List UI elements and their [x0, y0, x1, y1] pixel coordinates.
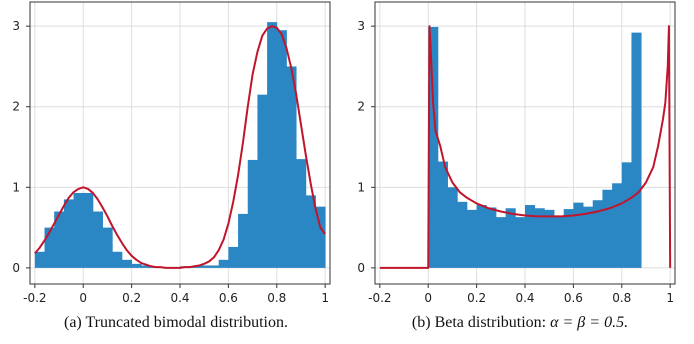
- histogram-bar: [505, 208, 516, 268]
- histogram-bar: [457, 201, 468, 268]
- x-tick-label: -0.2: [368, 291, 391, 305]
- x-tick-label: 0.8: [267, 291, 286, 305]
- histogram-bar: [495, 217, 507, 268]
- histogram-bar: [257, 94, 268, 268]
- x-tick-label: -0.2: [23, 291, 46, 305]
- chart-panel-a: -0.2 0 0.2 0.4 0.6 0.8 1 0 1 2 3: [12, 1, 331, 305]
- x-tick-label: 0.6: [564, 291, 583, 305]
- histogram-bar: [276, 30, 287, 268]
- histogram-bar: [544, 209, 555, 268]
- histogram-bar: [44, 227, 55, 268]
- histogram-bar: [267, 22, 278, 268]
- histogram-bar: [228, 246, 239, 268]
- y-tick-label: 0: [357, 261, 365, 275]
- histogram-bar: [592, 200, 603, 268]
- histogram-bar: [563, 209, 574, 268]
- y-tick-label: 3: [12, 19, 20, 33]
- density-curve: [379, 25, 672, 269]
- y-tick-label: 1: [12, 180, 20, 194]
- histogram-bar: [315, 206, 326, 268]
- y-tick-label: 3: [357, 19, 365, 33]
- histogram-bar: [515, 217, 526, 268]
- histogram-bar: [209, 265, 220, 268]
- histogram-bar: [437, 161, 448, 268]
- histogram-bar: [305, 195, 316, 268]
- histogram-bar: [286, 66, 297, 268]
- histogram-bar: [34, 251, 45, 268]
- histogram-bar: [476, 205, 487, 268]
- histogram-bar: [141, 265, 152, 268]
- histogram-bar: [554, 215, 565, 268]
- histogram-bar: [121, 259, 133, 268]
- x-tick-label: 0.4: [515, 291, 534, 305]
- x-tick-label: 0.4: [170, 291, 189, 305]
- histogram-bar: [583, 206, 594, 268]
- density-curve: [34, 25, 326, 269]
- histogram-bar: [428, 26, 439, 268]
- histogram-bar: [218, 259, 229, 268]
- histogram-bar: [92, 211, 103, 268]
- histogram-bar: [466, 209, 478, 268]
- caption-a: (a) Truncated bimodal distribution.: [64, 314, 288, 331]
- histogram-bar: [112, 251, 123, 268]
- histogram-bar: [199, 265, 210, 268]
- histogram-bar: [631, 32, 642, 268]
- y-tick-label: 1: [357, 180, 365, 194]
- histogram-bar: [612, 183, 623, 268]
- y-tick-label: 2: [12, 100, 20, 114]
- x-tick-label: 0: [79, 291, 87, 305]
- histogram-bar: [238, 213, 249, 268]
- histogram-bar: [573, 202, 584, 268]
- histogram-bar: [54, 211, 65, 268]
- x-tick-label: 0.2: [467, 291, 486, 305]
- histogram-bar: [534, 208, 545, 268]
- y-tick-label: 0: [12, 261, 20, 275]
- x-tick-label: 1: [666, 291, 674, 305]
- histogram-bar: [296, 159, 307, 268]
- x-tick-label: 0.6: [219, 291, 238, 305]
- x-tick-label: 0: [424, 291, 432, 305]
- y-tick-label: 2: [357, 100, 365, 114]
- histogram-bar: [102, 227, 113, 268]
- histogram-bar: [73, 192, 84, 268]
- histogram-bar: [83, 192, 94, 268]
- histogram-bar: [447, 187, 458, 268]
- histogram-bar: [63, 199, 74, 268]
- histogram-bar: [525, 205, 536, 268]
- histogram-bar: [602, 189, 613, 268]
- x-tick-label: 0.8: [612, 291, 631, 305]
- histogram-bar: [131, 263, 142, 268]
- histogram-bar: [486, 207, 497, 268]
- histogram-bar: [621, 162, 632, 268]
- x-tick-label: 0.2: [122, 291, 141, 305]
- caption-b: (b) Beta distribution: α = β = 0.5.: [412, 314, 628, 331]
- histogram-bar: [247, 159, 258, 268]
- x-tick-label: 1: [321, 291, 329, 305]
- chart-panel-b: -0.2 0 0.2 0.4 0.6 0.8 1 0 1 2 3: [357, 1, 676, 305]
